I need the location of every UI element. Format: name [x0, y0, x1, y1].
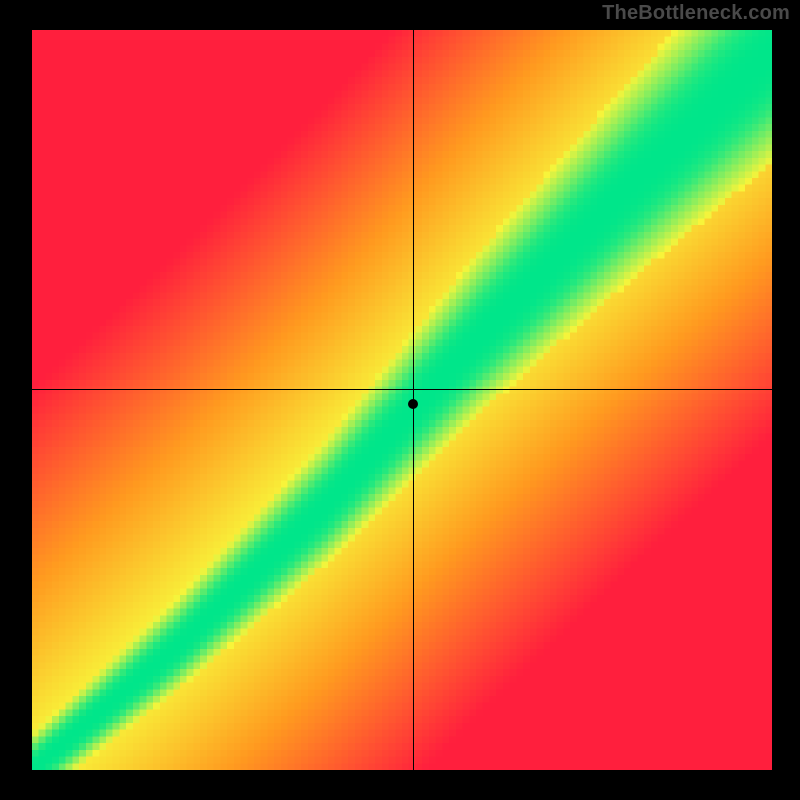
chart-container: TheBottleneck.com	[0, 0, 800, 800]
watermark-text: TheBottleneck.com	[602, 2, 790, 25]
data-point-marker	[408, 399, 418, 409]
heatmap-plot	[32, 30, 772, 770]
heatmap-canvas	[32, 30, 772, 770]
crosshair-horizontal	[32, 389, 772, 390]
